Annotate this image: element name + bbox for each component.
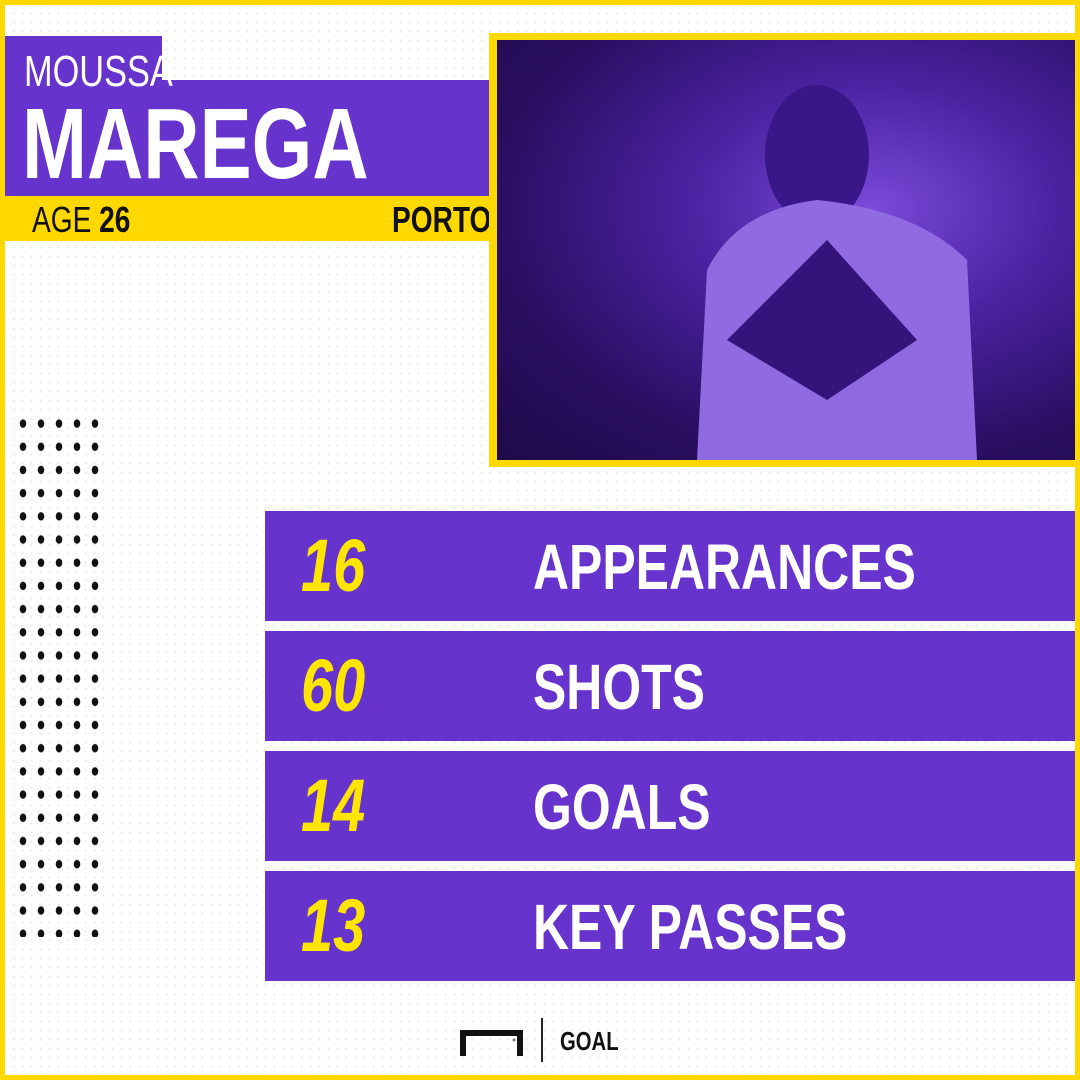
stat-row-key-passes: 13 KEY PASSES — [265, 871, 1075, 981]
first-name-panel — [5, 36, 162, 86]
stat-label: SHOTS — [533, 651, 705, 723]
logo-divider — [541, 1018, 543, 1062]
goal-post-icon — [460, 1030, 523, 1056]
stat-value: 16 — [301, 524, 366, 607]
goal-logo: GOAL — [460, 1018, 640, 1062]
stat-row-shots: 60 SHOTS — [265, 631, 1075, 741]
player-photo — [497, 40, 1075, 460]
stat-value: 13 — [301, 884, 366, 967]
dot-pattern — [14, 412, 104, 937]
stat-row-appearances: 16 APPEARANCES — [265, 511, 1075, 621]
stat-label: APPEARANCES — [533, 531, 916, 603]
last-name: MAREGA — [22, 88, 369, 200]
age-label: AGE — [32, 199, 92, 240]
stat-value: 14 — [301, 764, 366, 847]
stat-label: KEY PASSES — [533, 891, 848, 963]
player-silhouette — [697, 85, 977, 460]
age: AGE 26 — [32, 202, 158, 238]
brand-name: GOAL — [560, 1026, 619, 1056]
age-value: 26 — [99, 199, 131, 240]
first-name: MOUSSA — [24, 47, 173, 96]
stat-row-goals: 14 GOALS — [265, 751, 1075, 861]
stat-value: 60 — [301, 644, 366, 727]
club: PORTO — [392, 199, 492, 240]
stat-label: GOALS — [533, 771, 711, 843]
